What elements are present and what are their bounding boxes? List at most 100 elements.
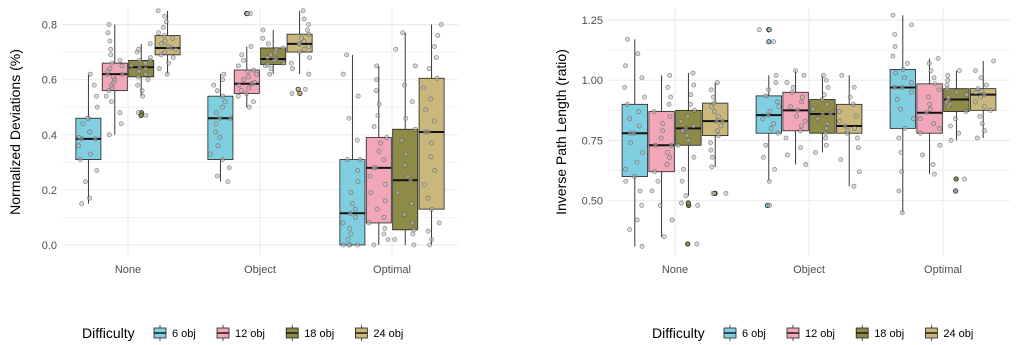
data-point (166, 60, 172, 66)
data-point (429, 140, 434, 146)
data-point (893, 70, 899, 76)
data-point (639, 243, 645, 249)
data-point (254, 71, 260, 77)
data-point (355, 242, 360, 248)
data-point (667, 154, 672, 160)
y-tick-label: 0.50 (582, 196, 603, 208)
data-point (709, 164, 715, 170)
data-point (772, 166, 778, 172)
data-point (771, 39, 776, 45)
y-tick-label: 0.8 (42, 20, 57, 32)
data-point (678, 200, 684, 206)
legend-label: 12 obj (805, 328, 835, 340)
data-point (651, 109, 657, 114)
data-point (756, 27, 762, 33)
data-point (376, 102, 382, 107)
legend-key-24-obj: 24 obj (354, 325, 403, 341)
legend-key-18-obj: 18 obj (285, 325, 334, 341)
data-point (715, 128, 720, 134)
box-6-obj-optimal (889, 12, 916, 216)
data-point (222, 99, 228, 105)
data-point (355, 168, 360, 173)
data-point (425, 195, 431, 201)
data-point (957, 68, 962, 74)
data-point (926, 60, 932, 66)
data-point (657, 203, 663, 208)
data-point (691, 154, 697, 160)
data-point (438, 22, 444, 27)
data-point (660, 121, 665, 126)
data-point (393, 46, 399, 52)
data-point (226, 165, 232, 171)
data-point (143, 60, 148, 66)
data-point (856, 169, 862, 175)
data-point (245, 68, 251, 74)
data-point (692, 107, 697, 113)
outlier-point (766, 39, 772, 45)
data-point (136, 46, 142, 52)
data-point (823, 77, 829, 83)
x-tick-label: Optimal (373, 264, 411, 276)
data-point (902, 125, 908, 131)
data-point (296, 49, 302, 55)
data-point (945, 73, 951, 78)
data-point (87, 195, 92, 201)
data-point (855, 145, 861, 151)
data-point (381, 157, 387, 162)
data-point (385, 237, 391, 242)
data-point (714, 118, 720, 124)
data-point (162, 13, 168, 19)
data-point (909, 89, 914, 95)
data-point (400, 30, 405, 36)
data-point (810, 106, 816, 112)
data-point (345, 237, 351, 242)
data-point (623, 178, 629, 184)
data-point (235, 63, 241, 69)
data-point (433, 55, 439, 60)
data-point (384, 135, 390, 140)
data-point (220, 104, 225, 110)
data-point (431, 118, 437, 124)
data-point (632, 174, 637, 179)
data-point (340, 242, 346, 248)
data-point (273, 46, 279, 52)
data-point (824, 101, 830, 107)
data-point (213, 121, 219, 127)
outlier-point (953, 176, 959, 182)
data-point (288, 60, 294, 66)
data-point (214, 88, 220, 94)
data-point (686, 138, 692, 143)
data-point (973, 89, 979, 95)
data-point (640, 150, 645, 155)
data-point (381, 231, 387, 237)
data-point (946, 94, 951, 100)
data-point (975, 86, 981, 92)
data-point (106, 22, 112, 27)
data-point (948, 123, 953, 129)
data-point (636, 109, 641, 114)
data-point (91, 82, 97, 88)
box-12-obj-none (648, 73, 675, 240)
data-point (627, 116, 633, 122)
data-point (421, 85, 426, 91)
data-point (715, 80, 720, 86)
data-point (207, 151, 213, 157)
data-point (432, 168, 438, 173)
data-point (801, 73, 807, 78)
data-point (899, 210, 905, 216)
data-point (773, 73, 779, 78)
data-point (793, 68, 798, 74)
data-point (304, 27, 310, 33)
data-point (376, 148, 382, 154)
data-point (799, 94, 805, 100)
data-point (899, 169, 905, 175)
data-point (711, 100, 717, 106)
data-point (265, 41, 271, 47)
data-point (241, 57, 246, 63)
data-point (892, 44, 898, 49)
box-6-obj-none (621, 36, 648, 249)
data-point (245, 11, 251, 16)
data-point (668, 94, 674, 100)
box-iqr (621, 103, 648, 177)
